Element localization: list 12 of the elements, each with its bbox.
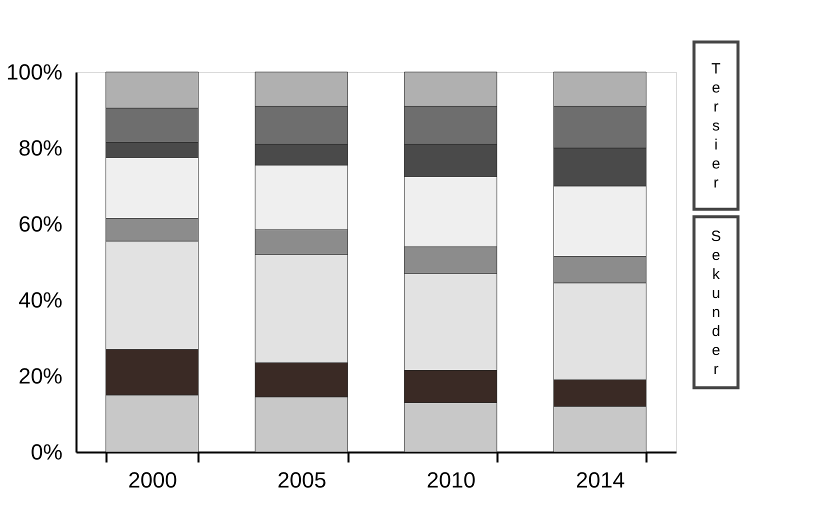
y-tick-label: 80% [18, 136, 62, 160]
text: Sekunder [710, 228, 722, 378]
y-tick-label: 100% [6, 60, 62, 84]
x-tick-label: 2010 [426, 468, 476, 492]
y-tick-label: 60% [18, 212, 62, 236]
x-tick-label: 2000 [128, 468, 178, 492]
y-tick-label: 0% [30, 440, 62, 464]
y-tick-label: 40% [18, 288, 62, 312]
text: Tersier [711, 60, 721, 192]
x-tick-label: 2005 [277, 468, 326, 492]
y-tick-label: 20% [18, 364, 62, 388]
x-tick-label: 2014 [576, 468, 625, 492]
